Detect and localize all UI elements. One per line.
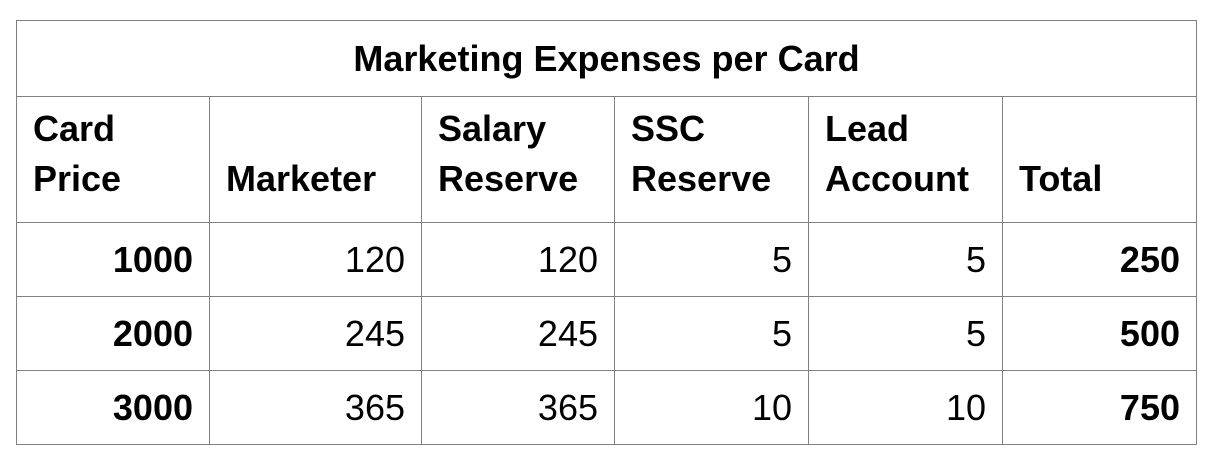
expenses-table-container: Marketing Expenses per Card Card Price M… (16, 20, 1197, 445)
header-line: Total (1019, 158, 1103, 199)
cell-salary-reserve: 120 (421, 222, 615, 297)
header-line: Salary (438, 108, 547, 149)
table-row: 1000 120 120 5 5 250 (16, 222, 1197, 297)
cell-total: 750 (1002, 370, 1197, 445)
cell-lead-account: 10 (808, 370, 1003, 445)
header-line: Price (33, 158, 122, 199)
header-line: Reserve (631, 158, 772, 199)
header-total: Total (1002, 96, 1197, 223)
header-marketer: Marketer (209, 96, 422, 223)
header-line: SSC (631, 108, 706, 149)
table-row: 2000 245 245 5 5 500 (16, 296, 1197, 371)
cell-ssc-reserve: 5 (614, 296, 809, 371)
cell-marketer: 245 (209, 296, 422, 371)
cell-ssc-reserve: 10 (614, 370, 809, 445)
cell-lead-account: 5 (808, 222, 1003, 297)
header-ssc-reserve: SSC Reserve (614, 96, 809, 223)
header-line: Account (825, 158, 969, 199)
header-line: Marketer (226, 158, 377, 199)
header-line: Lead (825, 108, 910, 149)
marketing-expenses-table: Marketing Expenses per Card Card Price M… (16, 20, 1197, 445)
cell-ssc-reserve: 5 (614, 222, 809, 297)
cell-card-price: 1000 (16, 222, 210, 297)
table-row: 3000 365 365 10 10 750 (16, 370, 1197, 445)
table-title: Marketing Expenses per Card (16, 20, 1197, 97)
cell-marketer: 365 (209, 370, 422, 445)
header-salary-reserve: Salary Reserve (421, 96, 615, 223)
header-lead-account: Lead Account (808, 96, 1003, 223)
cell-marketer: 120 (209, 222, 422, 297)
cell-total: 500 (1002, 296, 1197, 371)
cell-card-price: 3000 (16, 370, 210, 445)
cell-lead-account: 5 (808, 296, 1003, 371)
table-header-row: Card Price Marketer Salary Reserve SSC R… (16, 96, 1197, 223)
header-card-price: Card Price (16, 96, 210, 223)
cell-card-price: 2000 (16, 296, 210, 371)
table-title-row: Marketing Expenses per Card (16, 20, 1197, 97)
cell-salary-reserve: 245 (421, 296, 615, 371)
header-line: Card (33, 108, 116, 149)
cell-salary-reserve: 365 (421, 370, 615, 445)
cell-total: 250 (1002, 222, 1197, 297)
header-line: Reserve (438, 158, 579, 199)
